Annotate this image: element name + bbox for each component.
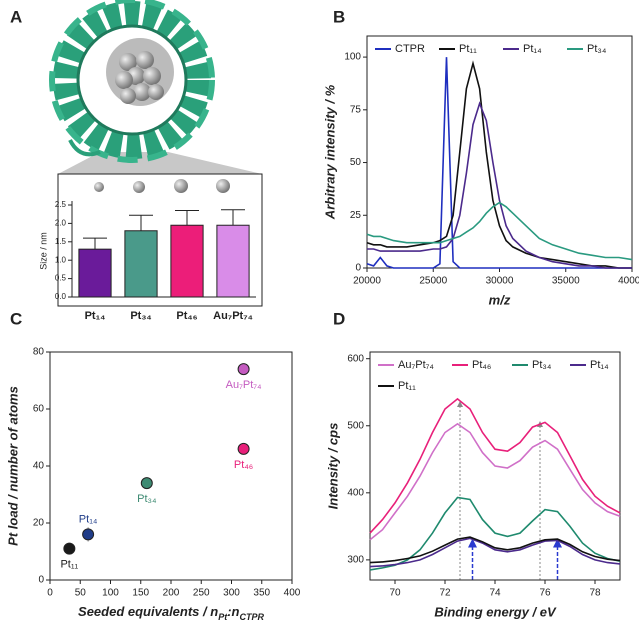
y-tick-label: 1.5 bbox=[55, 237, 67, 246]
x-tick-label: 100 bbox=[102, 588, 119, 599]
point bbox=[140, 477, 153, 490]
x-axis-label: m/z bbox=[489, 292, 511, 307]
bar bbox=[124, 230, 158, 298]
x-tick-label: 200 bbox=[163, 588, 180, 599]
series-line bbox=[369, 422, 621, 541]
y-axis-label: Size / nm bbox=[38, 232, 48, 270]
x-tick-label: 0 bbox=[47, 588, 53, 599]
x-tick-label: 400 bbox=[284, 588, 301, 599]
panel-label: A bbox=[10, 7, 22, 26]
series-line bbox=[366, 201, 633, 261]
series-line bbox=[369, 537, 621, 568]
x-tick-label: 76 bbox=[539, 588, 551, 599]
point-label: Pt₁₁ bbox=[60, 559, 78, 571]
legend-label: Pt₁₄ bbox=[523, 43, 542, 55]
x-tick-label: 350 bbox=[253, 588, 270, 599]
series-line bbox=[367, 101, 632, 269]
y-tick-label: 2.0 bbox=[55, 219, 67, 228]
point-label: Au₇Pt₇₄ bbox=[226, 379, 262, 391]
x-tick-label: 70 bbox=[389, 588, 401, 599]
point-label: Pt₄₆ bbox=[234, 459, 253, 471]
x-tick-label: 30000 bbox=[486, 276, 514, 287]
bar bbox=[78, 248, 112, 298]
x-tick-label: 35000 bbox=[552, 276, 580, 287]
x-axis-label-part: CTPR bbox=[239, 612, 264, 622]
series-line bbox=[369, 496, 621, 571]
panel-label: D bbox=[333, 309, 345, 328]
x-tick-label: 50 bbox=[75, 588, 87, 599]
x-axis-label-part: Pt bbox=[218, 612, 228, 622]
legend-label: Pt₁₁ bbox=[459, 43, 477, 55]
y-tick-label: 0 bbox=[38, 575, 44, 586]
x-axis-label-part: Seeded equivalents / n bbox=[78, 604, 218, 619]
x-tick-label: Au₇Pt₇₄ bbox=[213, 310, 253, 322]
legend-label: Pt₃₄ bbox=[532, 359, 552, 371]
y-tick-label: 0.5 bbox=[55, 274, 67, 283]
y-tick-label: 0 bbox=[355, 263, 361, 274]
y-tick-label: 300 bbox=[347, 555, 364, 566]
plot-frame bbox=[366, 35, 633, 269]
y-tick-label: 80 bbox=[33, 347, 45, 358]
y-tick-label: 60 bbox=[33, 404, 45, 415]
legend-label: Pt₁₄ bbox=[590, 359, 609, 371]
y-tick-label: 1.0 bbox=[55, 255, 67, 264]
y-tick-label: 2.5 bbox=[55, 200, 67, 209]
x-tick-label: 300 bbox=[223, 588, 240, 599]
point bbox=[237, 442, 250, 455]
y-axis-label: Intensity / cps bbox=[325, 423, 340, 510]
y-tick-label: 500 bbox=[347, 420, 364, 431]
y-tick-label: 400 bbox=[347, 487, 364, 498]
bar bbox=[216, 224, 250, 298]
y-tick-label: 600 bbox=[347, 353, 364, 364]
point-label: Pt₁₄ bbox=[79, 513, 98, 525]
bar bbox=[170, 224, 204, 298]
x-tick-label: Pt₄₆ bbox=[176, 310, 197, 322]
x-tick-label: 25000 bbox=[419, 276, 447, 287]
x-axis-label-part: :n bbox=[227, 604, 239, 619]
x-axis-label: Binding energy / eV bbox=[434, 604, 557, 619]
x-tick-label: 78 bbox=[589, 588, 601, 599]
x-tick-label: 250 bbox=[193, 588, 210, 599]
x-tick-label: 20000 bbox=[353, 276, 381, 287]
y-tick-label: 100 bbox=[344, 52, 361, 63]
y-tick-label: 0.0 bbox=[55, 292, 67, 301]
y-axis-label: Arbitrary intensity / % bbox=[322, 84, 337, 220]
legend-label: Pt₄₆ bbox=[472, 359, 491, 371]
peak-arrows bbox=[457, 401, 562, 580]
legend-label: Pt₁₁ bbox=[398, 380, 416, 392]
y-tick-label: 75 bbox=[350, 104, 362, 115]
legend-label: CTPR bbox=[395, 43, 425, 55]
y-tick-label: 50 bbox=[350, 157, 362, 168]
x-tick-label: 40000 bbox=[618, 276, 639, 287]
y-tick-label: 25 bbox=[350, 210, 362, 221]
y-tick-label: 40 bbox=[33, 461, 45, 472]
x-tick-label: Pt₃₄ bbox=[130, 310, 151, 322]
point bbox=[63, 542, 76, 555]
x-tick-label: 150 bbox=[132, 588, 149, 599]
x-tick-label: Pt₁₄ bbox=[85, 310, 106, 322]
y-tick-label: 20 bbox=[33, 518, 45, 529]
series-line bbox=[366, 57, 632, 269]
point bbox=[237, 363, 250, 376]
x-tick-label: 74 bbox=[489, 588, 501, 599]
panel-label: C bbox=[10, 309, 22, 328]
legend-label: Pt₃₄ bbox=[587, 43, 607, 55]
series-line bbox=[369, 536, 621, 564]
panel-label: B bbox=[333, 7, 345, 26]
series-line bbox=[366, 60, 632, 269]
legend-label: Au₇Pt₇₄ bbox=[398, 359, 434, 371]
series-line bbox=[369, 397, 621, 534]
y-axis-label: Pt load / number of atoms bbox=[5, 386, 20, 546]
point bbox=[82, 528, 95, 541]
x-tick-label: 72 bbox=[439, 588, 451, 599]
x-axis-label: Seeded equivalents / nPt:nCTPR bbox=[78, 604, 264, 622]
point-label: Pt₃₄ bbox=[137, 493, 157, 505]
